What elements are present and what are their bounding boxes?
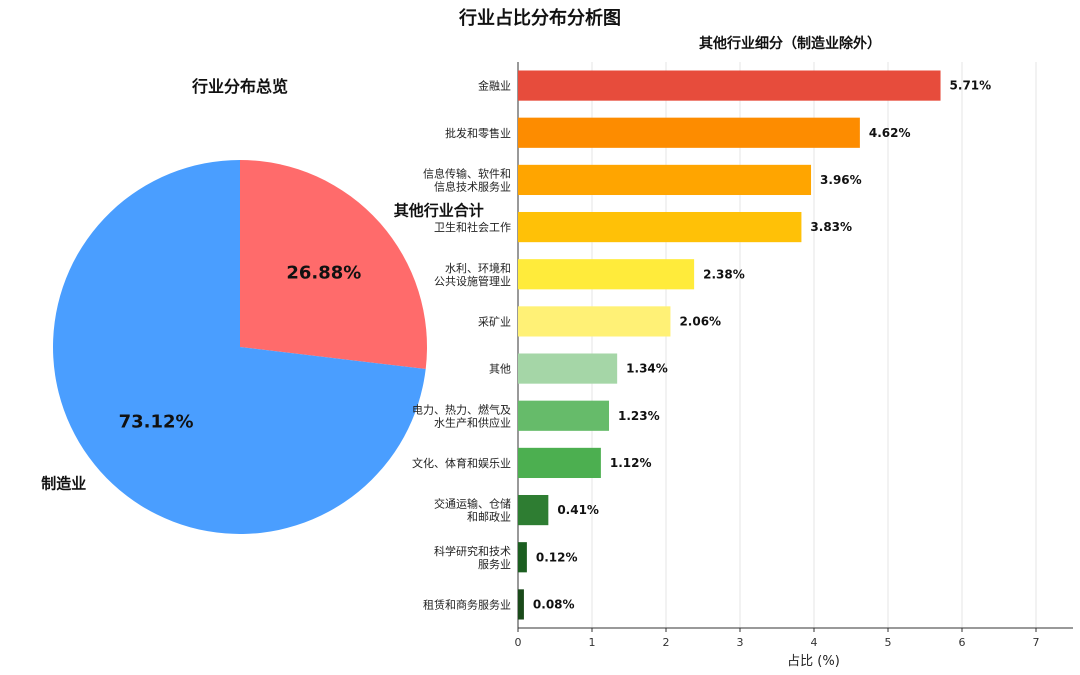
category-label: 金融业 <box>478 79 511 93</box>
pie-chart-title: 行业分布总览 <box>191 77 288 96</box>
category-label: 水生产和供应业 <box>434 415 511 429</box>
x-tick-label: 4 <box>811 636 818 649</box>
bar <box>518 117 860 148</box>
bar <box>518 542 527 573</box>
bar <box>518 70 941 101</box>
bar-value-label: 0.08% <box>533 597 575 611</box>
bar-chart: 0 1 2 3 4 5 6 7 占比 (%) 5.71% 金融业 4.62% 批发和零售业 3.96% 信息… <box>412 62 1073 669</box>
category-label: 信息传输、软件和 <box>423 166 511 180</box>
category-label: 其他 <box>489 363 511 376</box>
bar <box>518 259 695 290</box>
pie-slice <box>53 160 426 534</box>
category-label: 批发和零售业 <box>445 126 511 140</box>
category-label: 文化、体育和娱乐业 <box>412 456 511 470</box>
category-label: 租赁和商务服务业 <box>423 597 511 611</box>
bar-value-label: 1.34% <box>626 362 668 376</box>
bar <box>518 400 610 431</box>
bar-value-label: 4.62% <box>869 126 911 140</box>
pie-chart: 26.88% 其他行业合计 73.12% 制造业 <box>41 160 484 534</box>
category-label: 水利、环境和 <box>445 261 511 275</box>
category-label: 卫生和社会工作 <box>434 220 511 234</box>
x-tick-label: 5 <box>885 636 892 649</box>
x-tick-label: 3 <box>737 636 744 649</box>
bar <box>518 211 802 243</box>
category-label: 公共设施管理业 <box>434 274 511 288</box>
bar-value-label: 0.12% <box>536 550 578 564</box>
category-label: 和邮政业 <box>467 510 511 524</box>
bar-value-label: 5.71% <box>950 79 992 93</box>
bar <box>518 353 618 384</box>
x-tick-label: 1 <box>589 636 596 649</box>
category-label: 科学研究和技术 <box>434 544 511 558</box>
bar-chart-title: 其他行业细分（制造业除外） <box>699 36 881 52</box>
category-label: 服务业 <box>478 558 511 571</box>
bar-value-label: 1.12% <box>610 456 652 470</box>
pie-slice-label: 其他行业合计 <box>394 201 484 219</box>
bar <box>518 164 812 196</box>
category-label: 采矿业 <box>478 315 511 328</box>
bar <box>518 494 549 526</box>
bar-value-label: 3.96% <box>820 173 862 187</box>
x-tick-label: 6 <box>959 636 966 649</box>
bar-value-label: 2.06% <box>679 314 721 328</box>
x-tick-label: 7 <box>1033 636 1040 649</box>
bar <box>518 447 601 479</box>
bar <box>518 306 671 337</box>
category-label: 交通运输、仓储 <box>434 497 511 511</box>
bar <box>518 589 524 620</box>
x-axis-label: 占比 (%) <box>787 654 840 669</box>
x-tick-label: 2 <box>663 636 670 649</box>
bar-value-label: 0.41% <box>557 503 599 517</box>
bar-value-label: 3.83% <box>810 220 852 234</box>
pie-slice-label: 制造业 <box>41 475 86 493</box>
main-title: 行业占比分布分析图 <box>459 8 621 29</box>
bar-value-label: 2.38% <box>703 267 745 281</box>
category-label: 信息技术服务业 <box>434 179 511 193</box>
bar-value-label: 1.23% <box>618 409 660 423</box>
category-label: 电力、热力、燃气及 <box>412 402 511 416</box>
pie-percent-label: 73.12% <box>119 412 194 433</box>
pie-slice <box>240 160 428 370</box>
x-tick-label: 0 <box>515 636 522 649</box>
pie-percent-label: 26.88% <box>286 262 361 283</box>
